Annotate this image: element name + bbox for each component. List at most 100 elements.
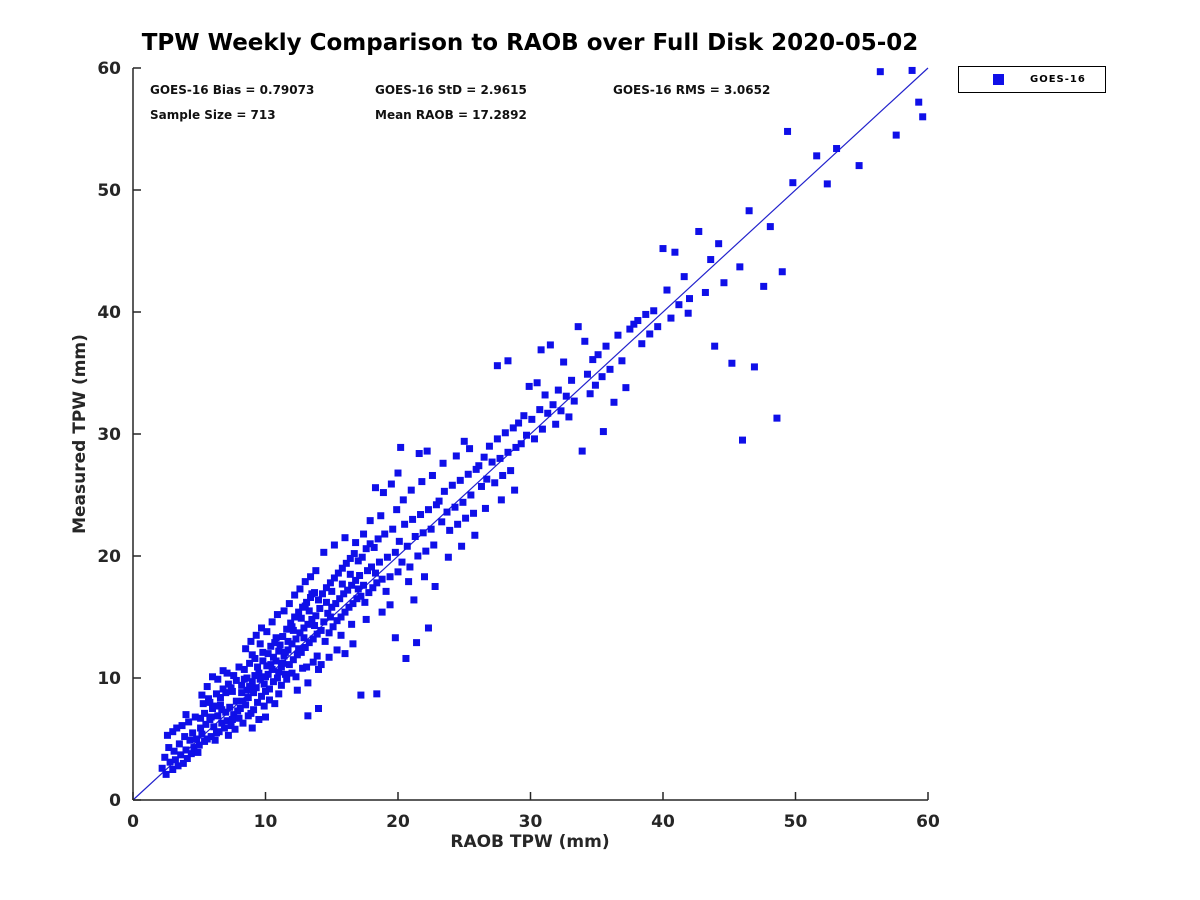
data-point [493, 435, 501, 443]
data-point [182, 746, 190, 754]
data-point [179, 759, 187, 767]
data-point [599, 428, 607, 436]
data-point [238, 689, 246, 697]
data-point [251, 654, 259, 662]
data-point [470, 509, 478, 517]
data-point [766, 223, 774, 231]
data-point [297, 648, 305, 656]
data-point [248, 724, 256, 732]
data-point [326, 579, 334, 587]
data-point [471, 531, 479, 539]
data-point [292, 635, 300, 643]
data-point [189, 729, 197, 737]
data-point [452, 452, 460, 460]
data-point [214, 675, 222, 683]
data-point [432, 501, 440, 509]
data-point [560, 358, 568, 366]
data-point [260, 702, 268, 710]
data-point [259, 657, 267, 665]
data-point [523, 431, 531, 439]
data-point [344, 586, 352, 594]
data-point [394, 568, 402, 576]
y-tick-label: 30 [97, 425, 121, 445]
data-point [308, 615, 316, 623]
data-point [454, 520, 462, 528]
data-point [509, 424, 517, 432]
data-point [715, 240, 723, 248]
data-point [515, 419, 523, 427]
data-point [175, 740, 183, 748]
data-point [242, 645, 250, 653]
data-point [259, 648, 267, 656]
data-point [440, 487, 448, 495]
data-point [231, 725, 239, 733]
data-point [336, 595, 344, 603]
data-point [348, 620, 356, 628]
data-point [496, 454, 504, 462]
data-point [369, 584, 377, 592]
data-point [342, 559, 350, 567]
data-point [322, 598, 330, 606]
data-point [320, 548, 328, 556]
data-point [268, 665, 276, 673]
data-point [411, 532, 419, 540]
data-point [198, 691, 206, 699]
data-point [650, 307, 658, 315]
y-tick-label: 40 [97, 303, 121, 323]
data-point [198, 730, 206, 738]
data-point [162, 770, 170, 778]
data-point [407, 486, 415, 494]
data-point [224, 680, 232, 688]
data-point [293, 686, 301, 694]
data-point [228, 715, 236, 723]
data-point [297, 614, 305, 622]
data-point [210, 723, 218, 731]
data-point [578, 447, 586, 455]
data-point [324, 609, 332, 617]
data-point [275, 668, 283, 676]
data-point [541, 391, 549, 399]
data-point [254, 663, 262, 671]
data-point [315, 596, 322, 604]
data-point [252, 684, 260, 692]
data-point [876, 68, 884, 76]
data-point [589, 356, 597, 364]
data-point [833, 145, 841, 153]
data-point [345, 603, 353, 611]
data-point [377, 512, 385, 520]
data-point [218, 706, 226, 714]
data-point [219, 667, 227, 675]
data-point [554, 386, 562, 394]
data-point [288, 623, 296, 631]
data-point [373, 690, 381, 698]
data-point [659, 245, 667, 253]
data-point [371, 484, 379, 492]
data-point [252, 631, 260, 639]
data-point [202, 720, 210, 728]
data-point [364, 567, 372, 575]
data-point [256, 675, 264, 683]
data-point [269, 678, 277, 686]
data-point [375, 558, 383, 566]
data-point [271, 639, 279, 647]
data-point [386, 601, 394, 609]
data-point [173, 724, 181, 732]
data-point [537, 346, 545, 354]
data-point [178, 722, 186, 730]
data-point [283, 625, 291, 633]
data-point [431, 583, 439, 590]
data-point [169, 728, 177, 736]
data-point [206, 698, 214, 706]
data-point [360, 581, 368, 589]
data-point [908, 66, 916, 74]
x-tick-label: 50 [784, 812, 808, 832]
data-point [338, 580, 346, 588]
data-point [277, 663, 285, 671]
data-point [686, 295, 693, 303]
y-tick-label: 60 [97, 59, 121, 79]
data-point [296, 629, 304, 637]
data-point [773, 414, 781, 422]
data-point [325, 629, 333, 637]
data-point [246, 683, 254, 691]
data-point [517, 440, 525, 448]
